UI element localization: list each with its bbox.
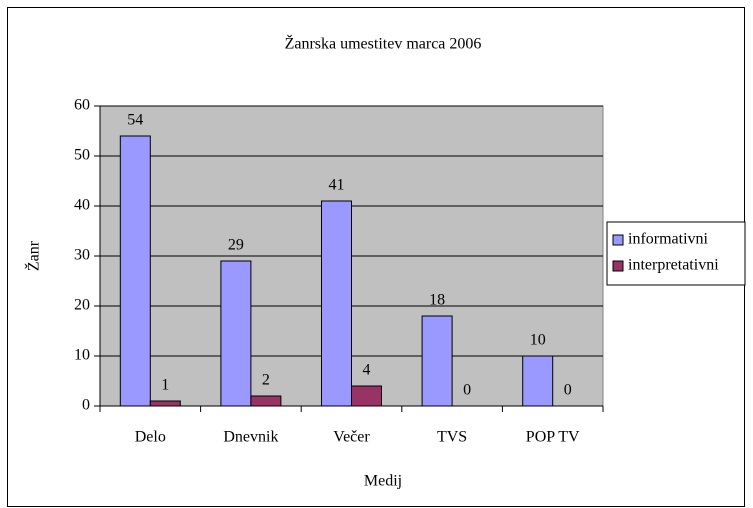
value-label: 0 (463, 382, 471, 399)
value-label: 4 (363, 362, 371, 379)
y-axis-label: Žanr (24, 240, 43, 271)
legend-box (606, 221, 746, 286)
y-tick-label: 10 (74, 347, 90, 364)
x-axis-label: Medij (364, 473, 402, 490)
legend-swatch (612, 234, 624, 246)
bar (250, 395, 282, 407)
bar (119, 135, 151, 407)
x-tick-label: POP TV (526, 429, 580, 446)
y-tick-label: 50 (74, 147, 90, 164)
value-label: 18 (429, 292, 445, 309)
y-tick-label: 30 (74, 247, 90, 264)
y-tick-label: 20 (74, 297, 90, 314)
bar (421, 315, 453, 407)
chart-title: Žanrska umestitev marca 2006 (285, 34, 482, 53)
y-tick-label: 0 (82, 397, 90, 414)
bar (321, 200, 352, 407)
value-label: 1 (161, 377, 169, 394)
bar (351, 385, 382, 407)
y-tick-label: 60 (74, 97, 90, 114)
x-tick-label: Dnevnik (223, 429, 278, 446)
value-label: 10 (530, 332, 546, 349)
value-label: 2 (262, 372, 270, 389)
legend-label: informativni (628, 231, 709, 248)
x-tick-label: Večer (333, 429, 370, 446)
legend-swatch (612, 260, 624, 272)
value-label: 41 (329, 177, 345, 194)
value-label: 54 (127, 112, 143, 129)
value-label: 29 (228, 237, 244, 254)
x-tick-label: TVS (437, 429, 467, 446)
bar (220, 260, 252, 407)
bar (522, 355, 554, 407)
value-label: 0 (564, 382, 572, 399)
bar (149, 400, 181, 407)
legend-label: interpretativni (628, 257, 719, 274)
x-tick-label: Delo (135, 429, 166, 446)
y-tick-label: 40 (74, 197, 90, 214)
